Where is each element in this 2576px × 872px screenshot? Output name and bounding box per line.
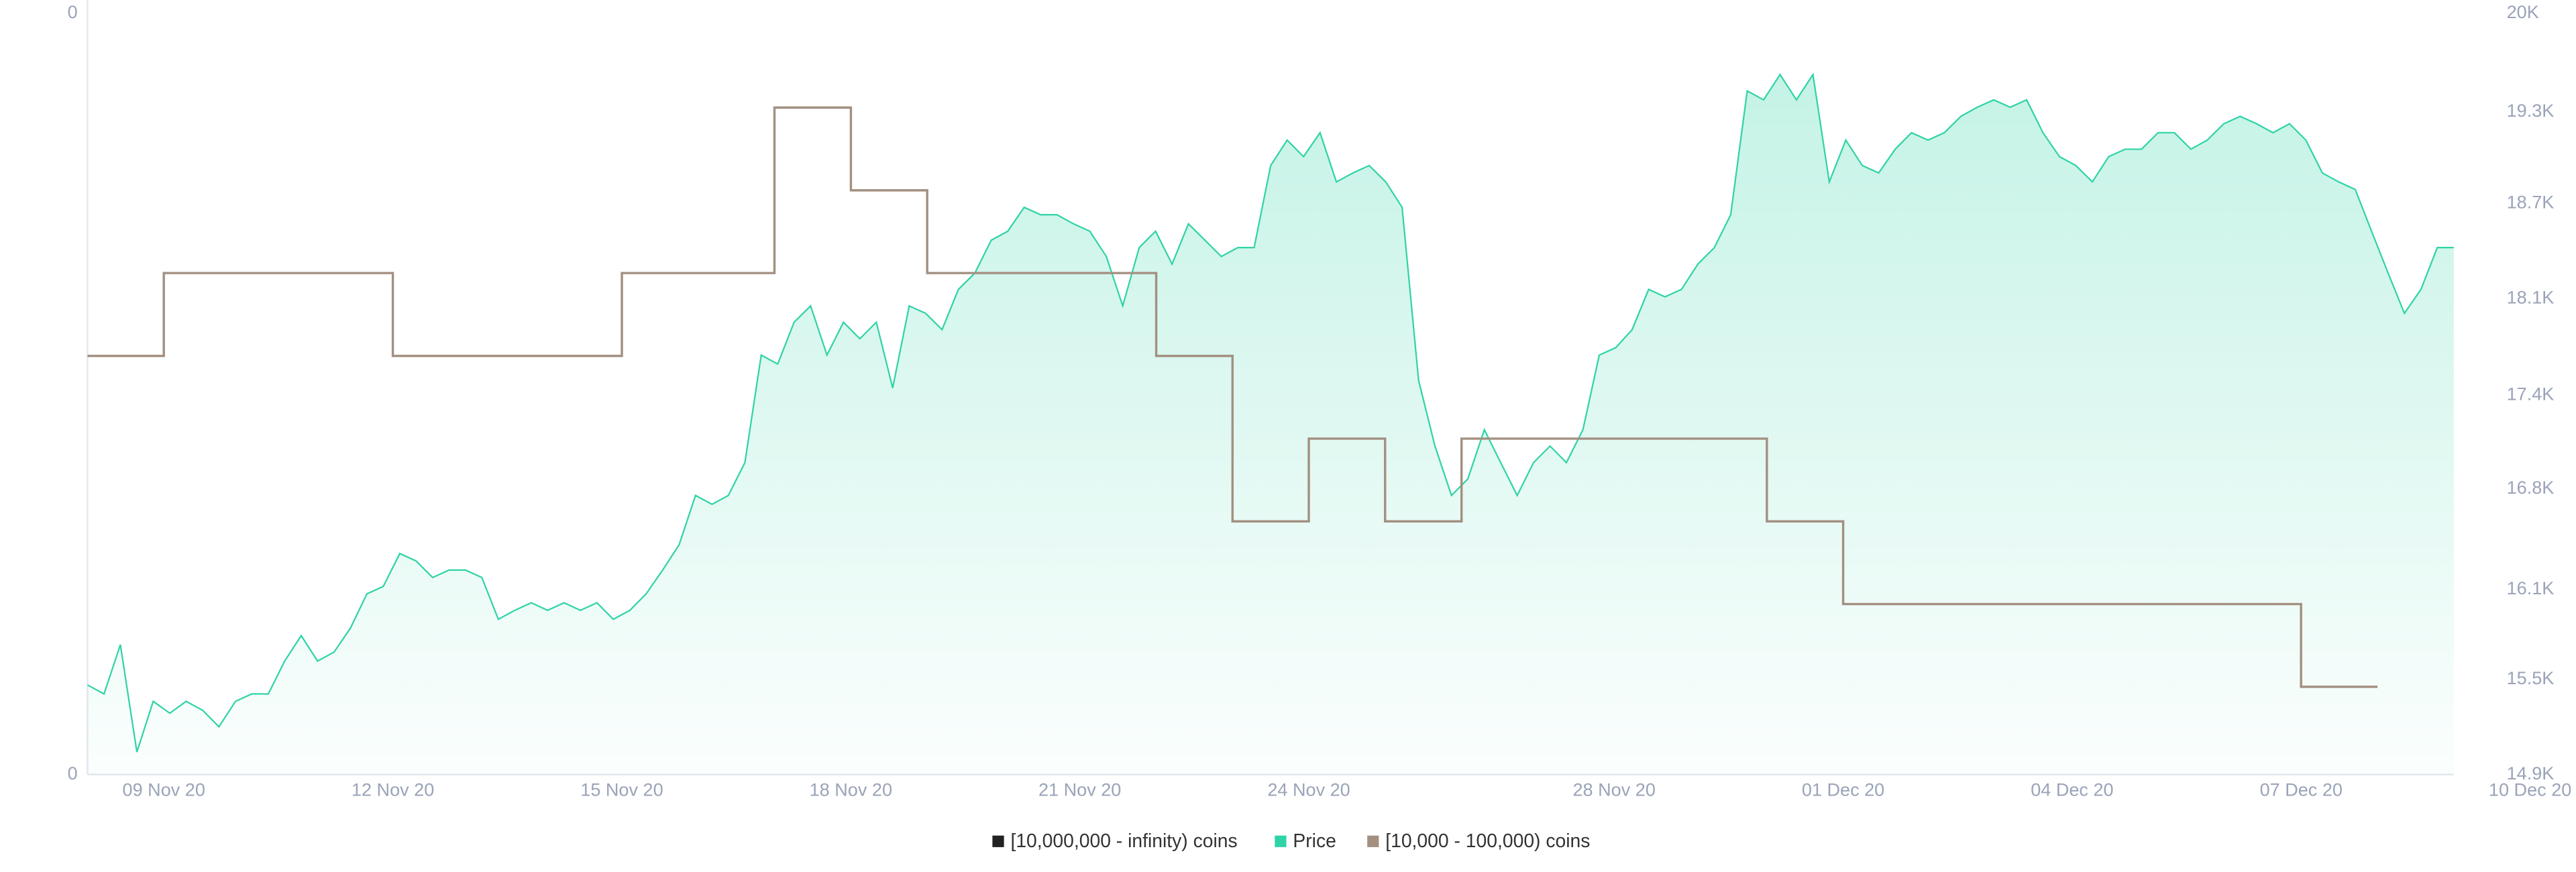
y-tick-label: 0 — [68, 763, 78, 783]
legend-label: [10,000 - 100,000) coins — [1385, 830, 1590, 851]
x-tick-label: 15 Nov 20 — [580, 779, 663, 800]
legend-label: Price — [1293, 830, 1336, 851]
y2-tick-label: 16.8K — [2507, 477, 2555, 498]
y2-tick-label: 19.3K — [2507, 100, 2555, 121]
x-tick-label: 12 Nov 20 — [352, 779, 434, 800]
price-line — [87, 72, 2454, 753]
y2-tick-label: 17.4K — [2507, 384, 2555, 404]
price-area — [87, 74, 2454, 775]
legend-label: [10,000,000 - infinity) coins — [1010, 830, 1237, 851]
x-tick-label: 04 Dec 20 — [2031, 779, 2113, 800]
y2-tick-label: 16.1K — [2507, 578, 2555, 598]
y2-tick-label: 15.5K — [2507, 667, 2555, 688]
x-tick-label: 07 Dec 20 — [2260, 779, 2343, 800]
x-tick-label: 09 Nov 20 — [123, 779, 205, 800]
x-tick-label: 24 Nov 20 — [1267, 779, 1350, 800]
x-tick-label: 21 Nov 20 — [1038, 779, 1121, 800]
y-tick-label: 0 — [68, 1, 78, 22]
x-tick-label: 01 Dec 20 — [1802, 779, 1884, 800]
legend-swatch — [1367, 835, 1379, 847]
y2-tick-label: 18.7K — [2507, 192, 2555, 213]
y2-tick-label: 14.9K — [2507, 763, 2555, 783]
y2-tick-label: 20K — [2507, 1, 2539, 22]
x-tick-label: 28 Nov 20 — [1573, 779, 1656, 800]
x-tick-label: 10 Dec 20 — [2489, 779, 2571, 800]
legend-swatch — [992, 835, 1004, 847]
legend-swatch — [1275, 835, 1287, 847]
y2-tick-label: 18.1K — [2507, 287, 2555, 308]
step-line — [87, 106, 2378, 688]
x-tick-label: 18 Nov 20 — [810, 779, 892, 800]
legend: [10,000,000 - infinity) coins Price [10,00… — [992, 830, 1590, 851]
